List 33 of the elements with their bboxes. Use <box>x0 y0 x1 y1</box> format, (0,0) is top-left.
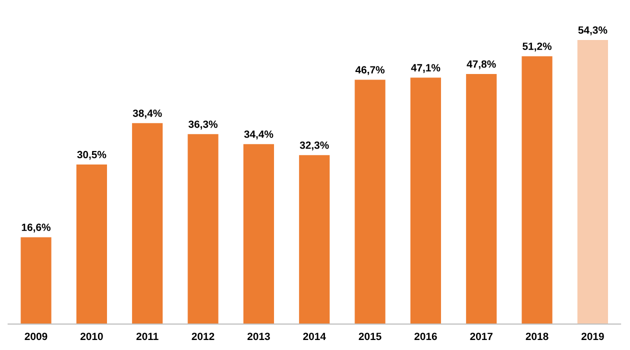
bar <box>577 40 608 324</box>
bar <box>76 164 108 324</box>
data-label: 34,4% <box>244 130 274 140</box>
x-tick-label: 2019 <box>581 332 604 340</box>
x-tick-label: 2012 <box>192 332 214 340</box>
data-label: 36,3% <box>188 120 218 130</box>
data-label: 54,3% <box>578 26 608 36</box>
x-tick-label: 2013 <box>247 332 270 340</box>
x-tick-label: 2017 <box>470 332 493 340</box>
data-label: 51,2% <box>522 42 552 52</box>
data-label: 38,4% <box>132 110 162 118</box>
data-label: 47,1% <box>411 64 440 73</box>
data-label: 32,3% <box>300 141 329 150</box>
x-tick-label: 2009 <box>24 332 48 340</box>
x-tick-label: 2015 <box>358 332 382 340</box>
x-tick-label: 2010 <box>80 332 103 340</box>
bar <box>299 155 330 324</box>
data-label: 30,5% <box>77 150 106 160</box>
x-tick-label: 2011 <box>136 332 158 340</box>
bar <box>354 80 386 324</box>
bar <box>132 123 163 324</box>
bar <box>188 134 218 324</box>
bar <box>466 74 497 324</box>
data-label: 47,8% <box>466 60 496 70</box>
x-tick-label: 2016 <box>414 332 437 340</box>
bar <box>20 237 52 324</box>
x-tick-label: 2018 <box>526 332 548 340</box>
bar <box>522 56 552 324</box>
bar <box>410 78 442 324</box>
data-label: 16,6% <box>22 224 51 233</box>
data-label: 46,7% <box>355 66 385 76</box>
bar <box>243 144 274 324</box>
x-tick-label: 2014 <box>303 332 326 340</box>
